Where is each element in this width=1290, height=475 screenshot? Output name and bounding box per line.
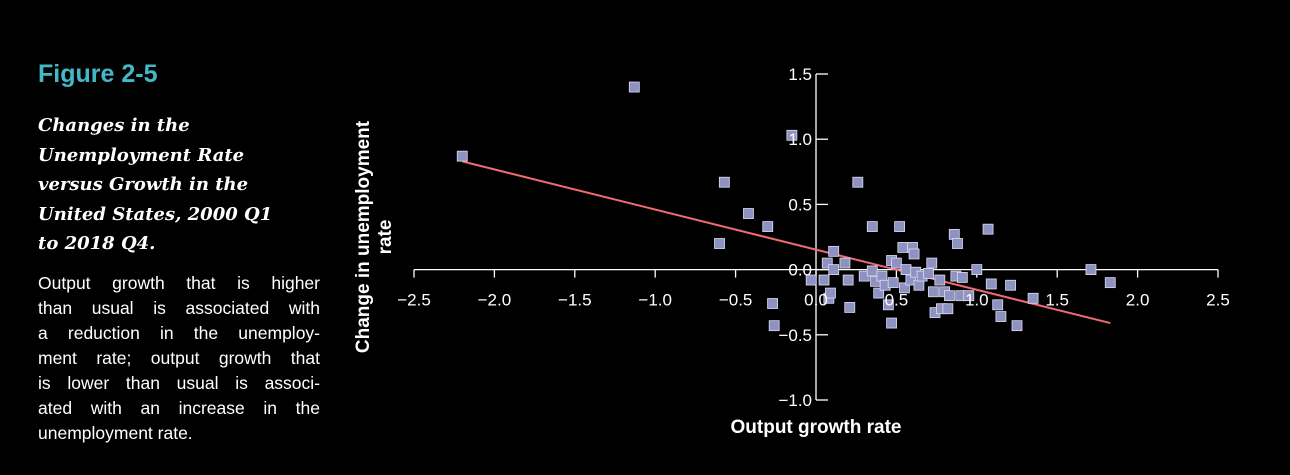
data-point xyxy=(944,290,955,302)
data-point xyxy=(926,257,938,269)
data-point xyxy=(714,238,725,249)
figure-title-line: United States, 2000 Q1 xyxy=(38,203,273,225)
axes xyxy=(413,73,1219,401)
data-point xyxy=(866,265,878,277)
x-tick-label: −2.5 xyxy=(397,291,431,310)
data-point xyxy=(805,274,817,286)
x-tick-label: 2.0 xyxy=(1126,291,1150,310)
fit-line xyxy=(461,160,1111,325)
y-tick-label: 0.5 xyxy=(788,195,812,214)
data-point xyxy=(821,257,833,269)
x-tick-label: 2.5 xyxy=(1206,291,1230,310)
x-tick-label: −0.5 xyxy=(719,291,753,310)
figure-title-line: versus Growth in the xyxy=(38,174,249,195)
data-point xyxy=(995,311,1007,322)
data-point xyxy=(828,264,840,276)
data-point xyxy=(900,264,912,276)
data-point xyxy=(891,257,902,269)
data-point xyxy=(948,228,960,240)
data-point xyxy=(743,208,754,219)
data-point xyxy=(866,221,878,232)
x-tick-label: −1.0 xyxy=(638,291,672,310)
data-point xyxy=(887,277,899,289)
data-point xyxy=(923,268,934,279)
figure-title-line: Changes in the xyxy=(38,115,190,136)
data-point xyxy=(844,302,856,313)
data-point xyxy=(908,248,920,260)
description-line: Output growth that is higher xyxy=(38,272,320,293)
data-point xyxy=(767,298,778,309)
y-tick-label: −0.5 xyxy=(778,326,812,345)
fit-line-layer xyxy=(461,160,1111,325)
figure-label: Figure 2-5 xyxy=(38,60,158,88)
data-point xyxy=(952,238,963,249)
data-point xyxy=(456,150,468,162)
data-point xyxy=(768,320,780,332)
data-point xyxy=(628,81,640,93)
data-point xyxy=(786,129,798,141)
data-point xyxy=(963,290,975,302)
data-point xyxy=(876,270,888,282)
data-point xyxy=(992,299,1004,311)
points-layer xyxy=(456,81,1116,332)
description-line: a reduction in the unemploy- xyxy=(38,322,320,343)
data-point xyxy=(828,245,840,257)
axis-titles: Output growth rate Change in unemployment… xyxy=(353,120,901,438)
data-point xyxy=(718,176,730,188)
data-point xyxy=(1005,279,1016,291)
data-point xyxy=(942,303,954,315)
data-point xyxy=(886,317,897,329)
data-point xyxy=(934,274,946,286)
y-tick-label: 0.0 xyxy=(788,261,812,280)
data-point xyxy=(971,264,983,276)
y-tick-label: −1.0 xyxy=(778,391,812,410)
x-tick-label: 0.0 xyxy=(804,291,828,310)
x-tick-label: 0.5 xyxy=(885,291,909,310)
figure-title-line: Unemployment Rate xyxy=(38,144,245,166)
y-tick-label: 1.5 xyxy=(788,65,812,84)
data-point xyxy=(956,272,968,283)
x-axis-title: Output growth rate xyxy=(731,417,902,438)
description-line: unemployment rate. xyxy=(38,422,193,443)
data-point xyxy=(927,286,939,298)
tick-labels: −2.5 −2.0 −1.5 −1.0 −0.5 0.0 0.5 1.0 1.5 2.0 2.5 −1… xyxy=(397,65,1230,410)
data-point xyxy=(825,287,836,299)
y-tick-label: 1.0 xyxy=(788,130,812,149)
data-point xyxy=(982,223,994,235)
y-axis-title-line: Change in unemployment xyxy=(353,120,374,353)
figure-title-line: to 2018 Q4. xyxy=(38,233,156,254)
description-line: is lower than usual is associ- xyxy=(38,372,320,393)
data-point xyxy=(1011,320,1023,332)
data-point xyxy=(842,274,854,286)
description-line: than usual is associated with xyxy=(38,297,320,318)
description-line: ated with an increase in the xyxy=(38,397,320,418)
y-axis-title: Change in unemploymentrate xyxy=(353,120,396,353)
data-point xyxy=(897,242,909,253)
data-point xyxy=(899,282,910,294)
description-line: ment rate; output growth that xyxy=(38,347,320,368)
data-point xyxy=(1027,292,1039,304)
x-tick-label: 1.5 xyxy=(1045,291,1069,310)
figure-description: Output growth that is higher than usual … xyxy=(38,271,320,446)
data-point xyxy=(839,257,851,269)
caption-panel: Figure 2-5 Changes in the Unemployment R… xyxy=(38,60,320,446)
data-point xyxy=(818,274,830,286)
data-point xyxy=(913,279,925,291)
data-point xyxy=(873,287,885,299)
figure-title: Changes in the Unemployment Rate versus … xyxy=(38,111,320,259)
data-point xyxy=(882,299,894,311)
data-point xyxy=(762,221,774,232)
data-point xyxy=(1085,264,1097,276)
data-point xyxy=(985,278,997,290)
x-tick-label: −1.5 xyxy=(558,291,592,310)
data-point xyxy=(852,176,864,188)
data-point xyxy=(1104,277,1116,289)
y-axis-title-line: rate xyxy=(375,220,396,255)
data-point xyxy=(894,221,906,232)
x-tick-label: 1.0 xyxy=(965,291,989,310)
x-tick-label: −2.0 xyxy=(478,291,512,310)
